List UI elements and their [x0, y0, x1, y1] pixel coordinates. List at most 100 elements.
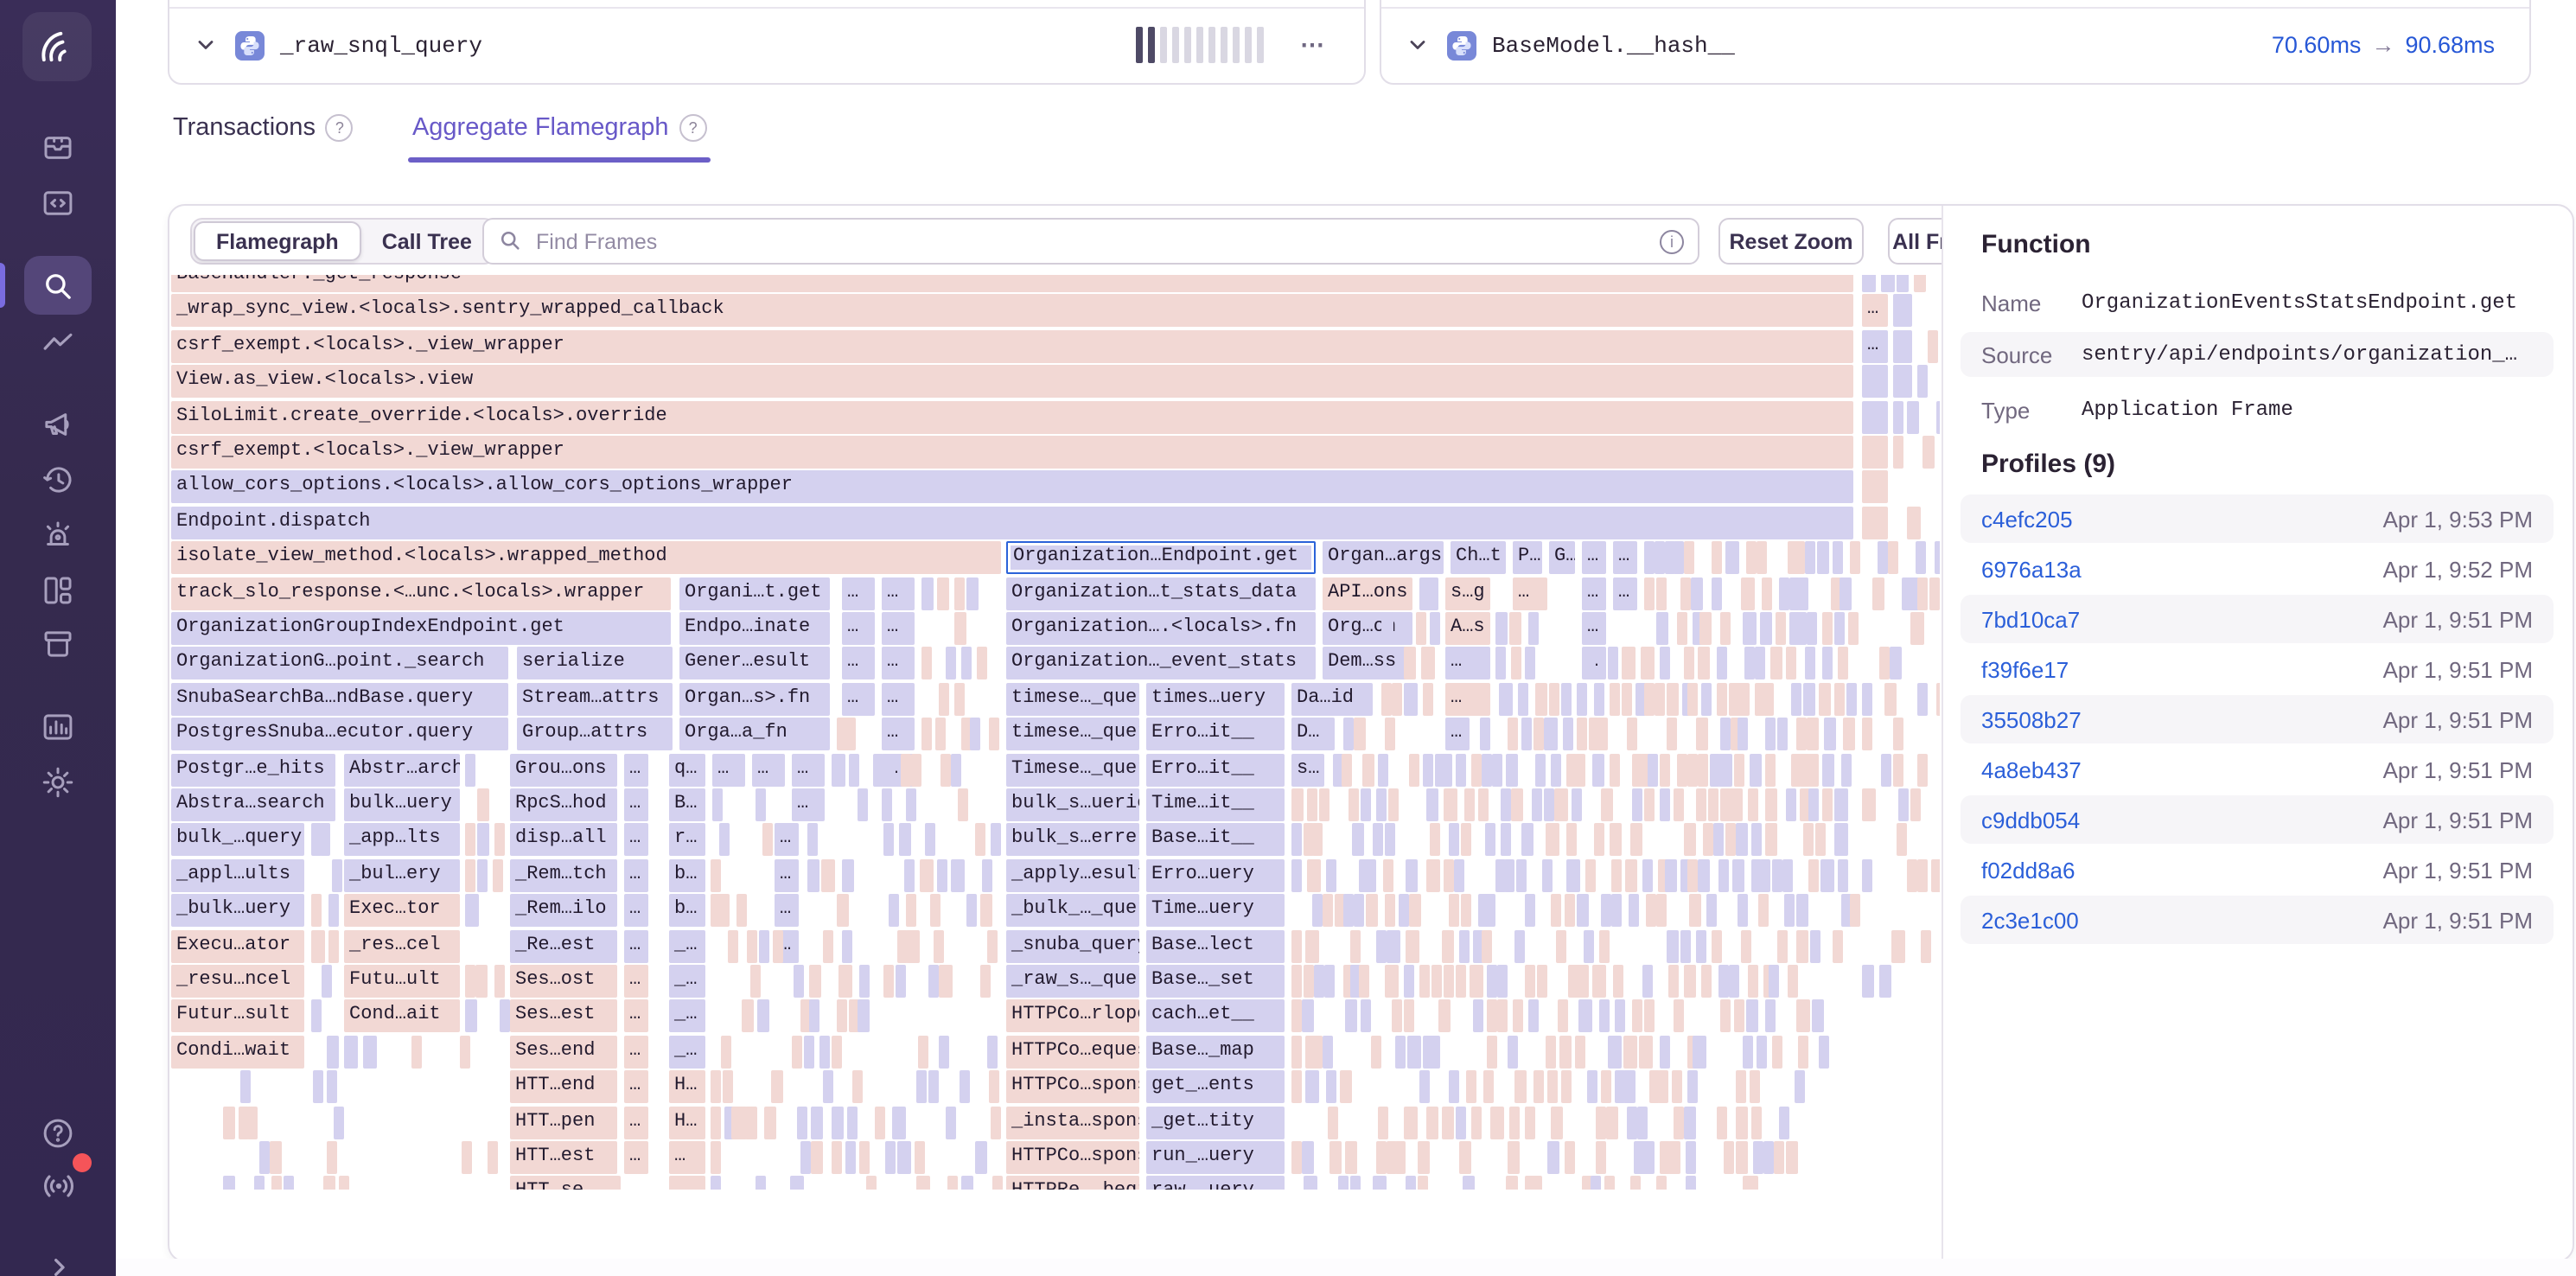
flame-frame[interactable]	[1769, 965, 1780, 998]
flame-frame[interactable]	[727, 929, 738, 963]
flame-frame[interactable]	[1508, 1141, 1520, 1174]
flame-frame[interactable]	[1850, 541, 1861, 575]
flame-frame[interactable]	[1799, 753, 1810, 787]
flame-frame[interactable]	[1625, 858, 1638, 892]
flame-frame[interactable]	[1921, 929, 1932, 963]
flame-frame[interactable]	[1891, 929, 1905, 963]
flame-frame[interactable]	[1349, 788, 1360, 821]
flame-frame[interactable]	[906, 929, 920, 963]
flame-frame[interactable]	[1572, 788, 1583, 821]
flame-frame[interactable]	[1425, 858, 1440, 892]
flame-frame[interactable]	[1822, 753, 1834, 787]
flame-frame[interactable]	[1654, 541, 1665, 575]
flame-frame[interactable]: HTT…end	[510, 1070, 616, 1104]
flame-frame[interactable]	[822, 929, 833, 963]
flame-frame[interactable]: Organization…t_stats_data	[1006, 577, 1315, 610]
flame-frame[interactable]	[311, 823, 322, 857]
expand-icon[interactable]	[0, 1241, 116, 1276]
flame-frame[interactable]	[1384, 718, 1395, 751]
help-circle-icon[interactable]: ?	[679, 114, 707, 142]
flame-frame[interactable]	[1737, 718, 1748, 751]
flame-frame[interactable]	[1639, 1035, 1653, 1069]
flame-frame[interactable]	[960, 647, 972, 680]
flame-frame[interactable]	[1550, 753, 1561, 787]
flame-frame[interactable]	[1841, 753, 1852, 787]
flame-frame[interactable]	[873, 753, 884, 787]
flame-frame[interactable]	[1699, 612, 1712, 645]
flame-frame[interactable]	[1667, 718, 1678, 751]
flame-frame[interactable]: bulk…uery	[344, 788, 459, 821]
flame-frame[interactable]	[322, 965, 333, 998]
flame-frame[interactable]: _insta…sponse	[1006, 1106, 1138, 1139]
flame-frame[interactable]	[1335, 894, 1346, 928]
flame-frame[interactable]: _raw_s…_query	[1006, 965, 1138, 998]
flame-frame[interactable]	[1370, 1035, 1381, 1069]
flame-frame[interactable]	[1549, 682, 1560, 716]
releases-icon[interactable]	[0, 617, 116, 669]
flame-frame[interactable]	[1643, 682, 1655, 716]
flame-frame[interactable]	[1623, 1070, 1636, 1104]
flame-frame[interactable]	[1358, 965, 1369, 998]
flame-frame[interactable]	[1718, 753, 1732, 787]
profile-link[interactable]: 6976a13a	[1981, 556, 2082, 582]
flame-frame[interactable]	[953, 682, 965, 716]
flame-frame[interactable]	[1395, 1035, 1406, 1069]
flame-frame[interactable]	[1622, 647, 1636, 680]
flame-frame[interactable]	[1731, 858, 1744, 892]
flame-frame[interactable]: …	[624, 1106, 647, 1139]
flame-frame[interactable]	[1783, 894, 1795, 928]
flame-frame[interactable]: Ses…ost	[510, 965, 616, 998]
flame-frame[interactable]	[1559, 1035, 1572, 1069]
flame-frame[interactable]	[1884, 682, 1897, 716]
flame-frame[interactable]	[1471, 1106, 1482, 1139]
flame-frame[interactable]	[881, 788, 892, 821]
flame-frame[interactable]	[1688, 894, 1701, 928]
flame-frame[interactable]: _Re…est	[510, 929, 616, 963]
flame-frame[interactable]	[928, 1070, 939, 1104]
flame-frame[interactable]	[928, 965, 939, 998]
flame-frame[interactable]	[794, 965, 805, 998]
flame-frame[interactable]	[1631, 788, 1642, 821]
flame-frame[interactable]: …	[624, 999, 647, 1033]
flame-frame[interactable]	[1788, 965, 1799, 998]
flame-frame[interactable]	[1747, 965, 1758, 998]
flame-frame[interactable]	[800, 999, 812, 1033]
flame-frame[interactable]	[1748, 1176, 1759, 1190]
flame-frame[interactable]	[1666, 929, 1679, 963]
flame-frame[interactable]	[1584, 929, 1595, 963]
flame-frame[interactable]	[1425, 1106, 1439, 1139]
flame-frame[interactable]: …	[624, 753, 647, 787]
flame-frame[interactable]	[1372, 823, 1383, 857]
flame-frame[interactable]: …	[1582, 612, 1605, 645]
flame-frame[interactable]	[1325, 858, 1337, 892]
profile-link[interactable]: f02dd8a6	[1981, 857, 2075, 883]
flame-frame[interactable]	[1758, 894, 1769, 928]
flame-frame[interactable]: _appl…ults	[171, 858, 303, 892]
flame-frame[interactable]	[921, 718, 933, 751]
flame-frame[interactable]: allow_cors_options.<locals>.allow_cors_o…	[171, 470, 1852, 504]
flame-frame[interactable]	[1495, 647, 1506, 680]
flame-frame[interactable]	[1593, 682, 1605, 716]
flame-frame[interactable]	[1935, 682, 1940, 716]
flame-frame[interactable]	[1659, 753, 1670, 787]
flame-frame[interactable]	[1729, 965, 1740, 998]
flame-frame[interactable]	[1680, 929, 1692, 963]
flame-frame[interactable]: …	[624, 823, 647, 857]
flame-frame[interactable]	[1376, 788, 1387, 821]
flame-frame[interactable]	[711, 1106, 721, 1139]
flame-frame[interactable]	[328, 929, 340, 963]
flame-frame[interactable]	[1698, 753, 1709, 787]
more-options-icon[interactable]: ⋯	[1300, 30, 1326, 58]
flame-frame[interactable]	[1862, 275, 1876, 292]
flame-frame[interactable]	[312, 1070, 323, 1104]
flame-frame[interactable]	[803, 1035, 814, 1069]
flame-frame[interactable]: …	[842, 612, 874, 645]
flame-frame[interactable]	[1742, 1035, 1753, 1069]
flame-frame[interactable]	[1916, 541, 1927, 575]
flame-frame[interactable]	[1750, 1070, 1761, 1104]
flame-frame[interactable]: Orga…a_fn	[679, 718, 829, 751]
flame-frame[interactable]	[1547, 1070, 1559, 1104]
flame-frame[interactable]	[1610, 823, 1622, 857]
flame-frame[interactable]: Gener…esult	[679, 647, 829, 680]
flame-frame[interactable]	[1809, 929, 1820, 963]
